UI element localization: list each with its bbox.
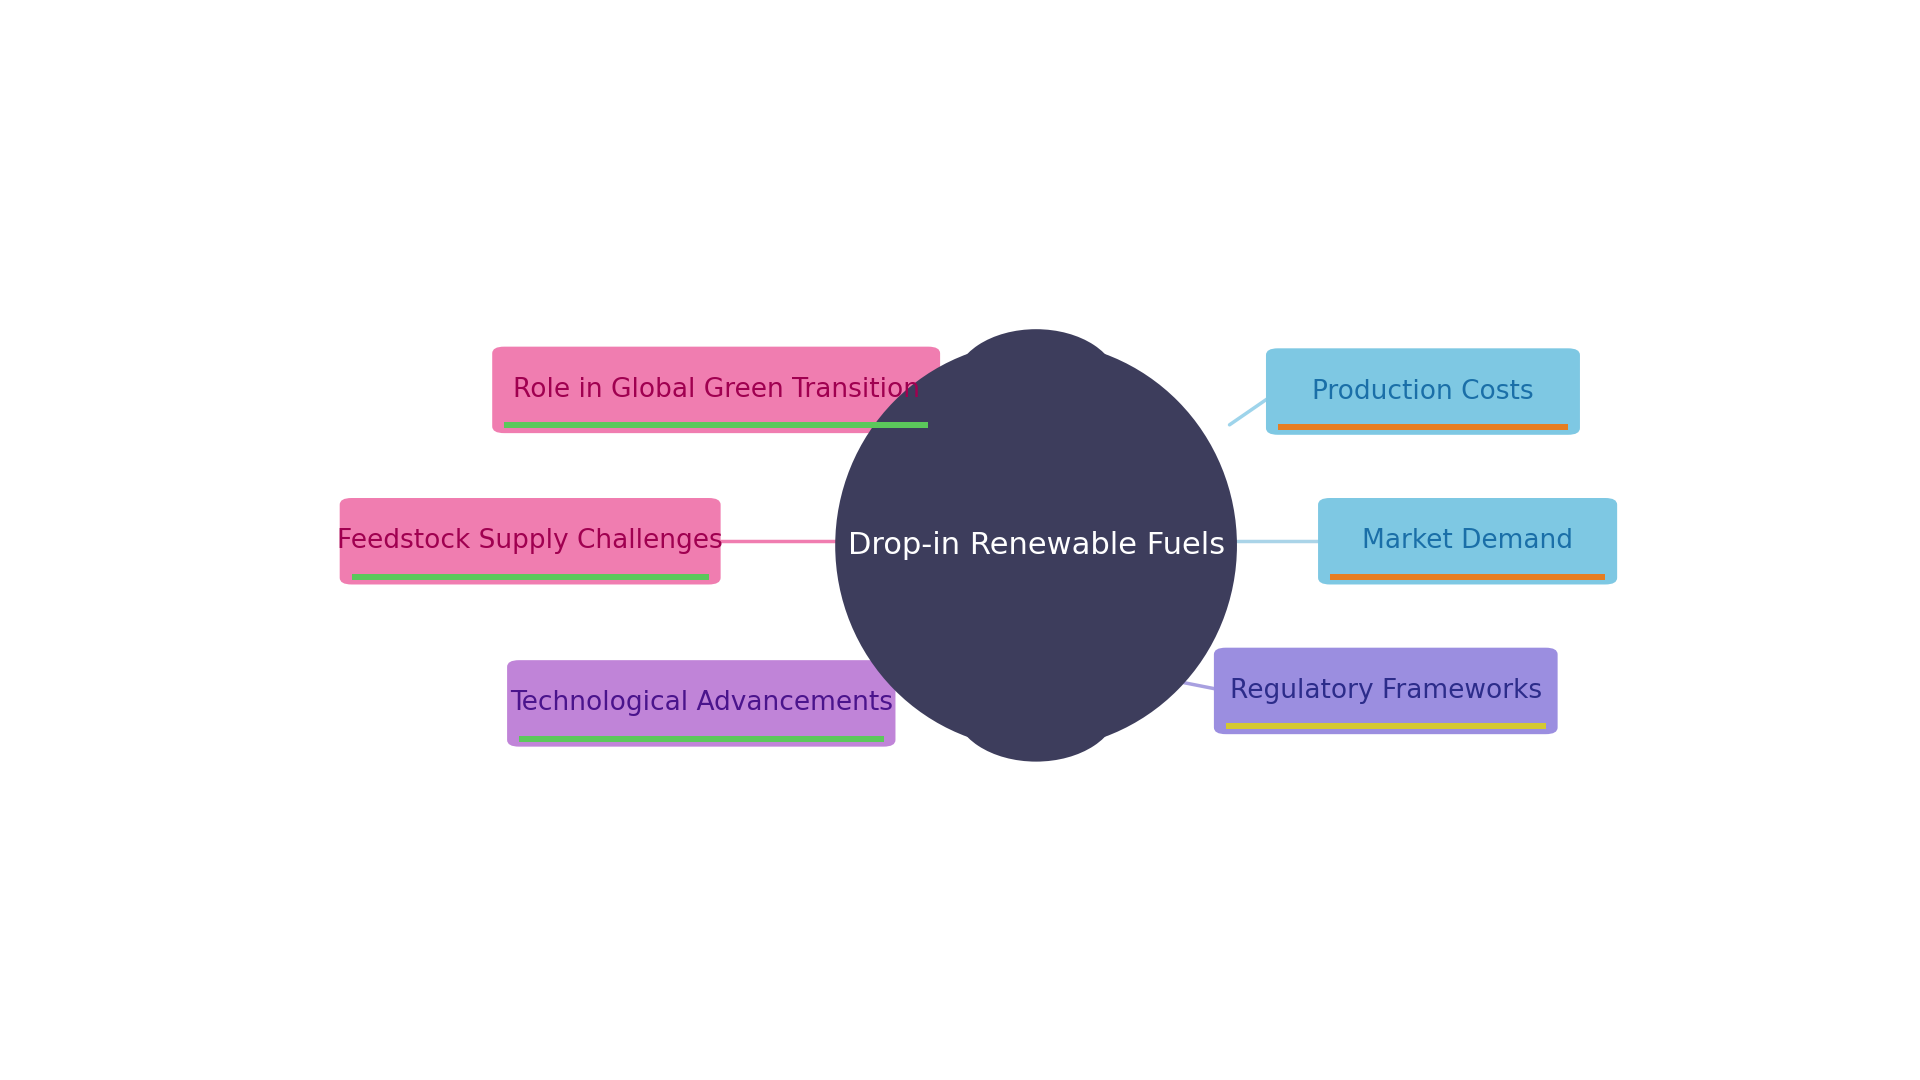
Ellipse shape [954, 329, 1117, 437]
Bar [1225, 724, 1546, 729]
Text: Market Demand: Market Demand [1361, 528, 1572, 554]
Text: Feedstock Supply Challenges: Feedstock Supply Challenges [338, 528, 724, 554]
Bar [505, 422, 927, 429]
Bar [1279, 424, 1569, 430]
FancyBboxPatch shape [507, 660, 895, 746]
FancyBboxPatch shape [1213, 648, 1557, 734]
FancyBboxPatch shape [340, 498, 720, 584]
Text: Technological Advancements: Technological Advancements [511, 690, 893, 716]
Text: Regulatory Frameworks: Regulatory Frameworks [1229, 678, 1542, 704]
Bar [1331, 573, 1605, 580]
Text: Role in Global Green Transition: Role in Global Green Transition [513, 377, 920, 403]
FancyBboxPatch shape [1265, 349, 1580, 435]
FancyBboxPatch shape [492, 347, 941, 433]
Text: Drop-in Renewable Fuels: Drop-in Renewable Fuels [847, 531, 1225, 559]
Ellipse shape [835, 341, 1236, 750]
Bar [518, 735, 883, 742]
Text: Production Costs: Production Costs [1311, 379, 1534, 405]
Bar [351, 573, 708, 580]
FancyBboxPatch shape [1317, 498, 1617, 584]
Ellipse shape [954, 653, 1117, 761]
